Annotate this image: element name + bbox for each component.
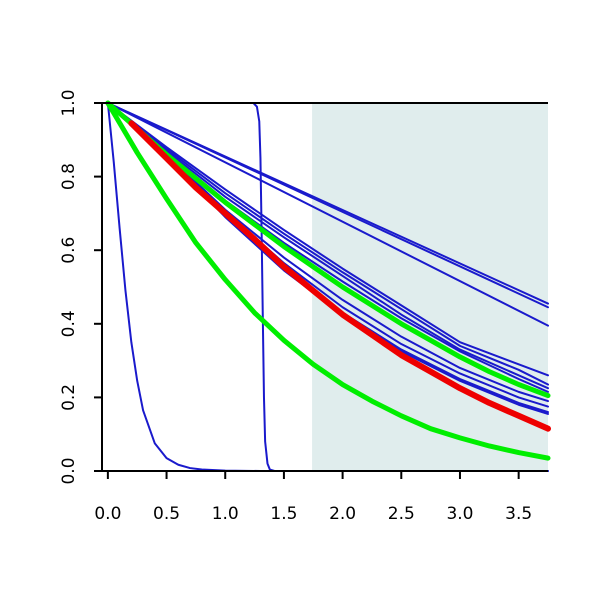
x-tick-label: 1.5 — [270, 504, 297, 524]
series-line-blue-7 — [106, 102, 549, 390]
y-tick-label: 0.2 — [59, 384, 79, 411]
y-tick-label: 0.8 — [59, 163, 79, 190]
series-line-green-13 — [105, 100, 551, 399]
series-line-blue-1 — [106, 102, 549, 472]
axis-layer: 0.0 0.5 1.0 1.5 2.0 2.5 3.0 3.5 0.0 0.2 0.4 0.6 0.8 1… — [59, 89, 548, 524]
series-line-blue-4 — [106, 102, 549, 327]
series-line-green-14 — [105, 100, 551, 461]
series-line-blue-5 — [106, 102, 549, 377]
y-tick-label: 0.6 — [59, 237, 79, 264]
x-tick-label: 2.5 — [388, 504, 415, 524]
series-line-blue-6 — [106, 102, 549, 386]
x-tick-label: 0.5 — [153, 504, 180, 524]
series-line-red-15 — [128, 120, 551, 432]
y-tick-label: 1.0 — [59, 89, 79, 116]
x-tick-label: 2.0 — [329, 504, 356, 524]
x-tick-label: 0.0 — [94, 504, 121, 524]
y-tick-label: 0.0 — [59, 457, 79, 484]
x-tick-label: 3.5 — [505, 504, 532, 524]
x-tick-label: 1.0 — [212, 504, 239, 524]
series-layer — [105, 100, 551, 472]
y-tick-label: 0.4 — [59, 310, 79, 337]
series-line-blue-3 — [106, 102, 549, 309]
x-tick-label: 3.0 — [446, 504, 473, 524]
